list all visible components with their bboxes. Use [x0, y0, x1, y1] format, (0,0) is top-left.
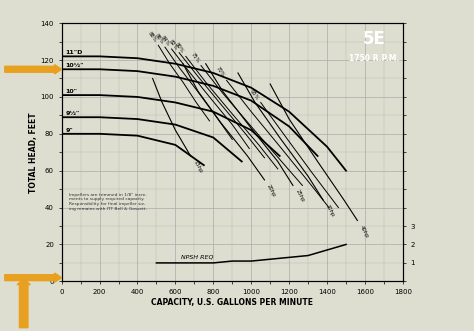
Text: 30hp: 30hp — [325, 204, 336, 218]
Text: 9½": 9½" — [65, 111, 80, 116]
Text: 10": 10" — [65, 89, 77, 94]
Text: 10½": 10½" — [65, 63, 84, 69]
Text: 5E: 5E — [363, 30, 386, 48]
Text: 9": 9" — [65, 128, 73, 133]
Text: 65%: 65% — [249, 88, 260, 101]
Text: 88%: 88% — [147, 31, 157, 43]
Text: 20hp: 20hp — [266, 184, 277, 198]
Text: 11"D: 11"D — [65, 50, 83, 55]
Text: 80%: 80% — [174, 42, 185, 55]
Text: Impellers are trimmed in 1/8" incre-
ments to supply required capacity.
Responsi: Impellers are trimmed in 1/8" incre- men… — [69, 193, 147, 211]
Text: 70%: 70% — [215, 66, 226, 78]
Text: NPSH REQ: NPSH REQ — [181, 254, 213, 259]
Text: 84%: 84% — [160, 35, 171, 47]
Text: 40hp: 40hp — [359, 224, 370, 238]
Text: 82%: 82% — [168, 38, 178, 51]
X-axis label: CAPACITY, U.S. GALLONS PER MINUTE: CAPACITY, U.S. GALLONS PER MINUTE — [151, 298, 313, 307]
Text: 86%: 86% — [154, 33, 164, 45]
Text: 25hp: 25hp — [294, 189, 305, 204]
Text: 1750 R.P.M.: 1750 R.P.M. — [349, 54, 400, 64]
Y-axis label: TOTAL HEAD, FEET: TOTAL HEAD, FEET — [29, 112, 38, 193]
Text: 15hp: 15hp — [192, 160, 203, 174]
Text: 75%: 75% — [190, 51, 200, 64]
